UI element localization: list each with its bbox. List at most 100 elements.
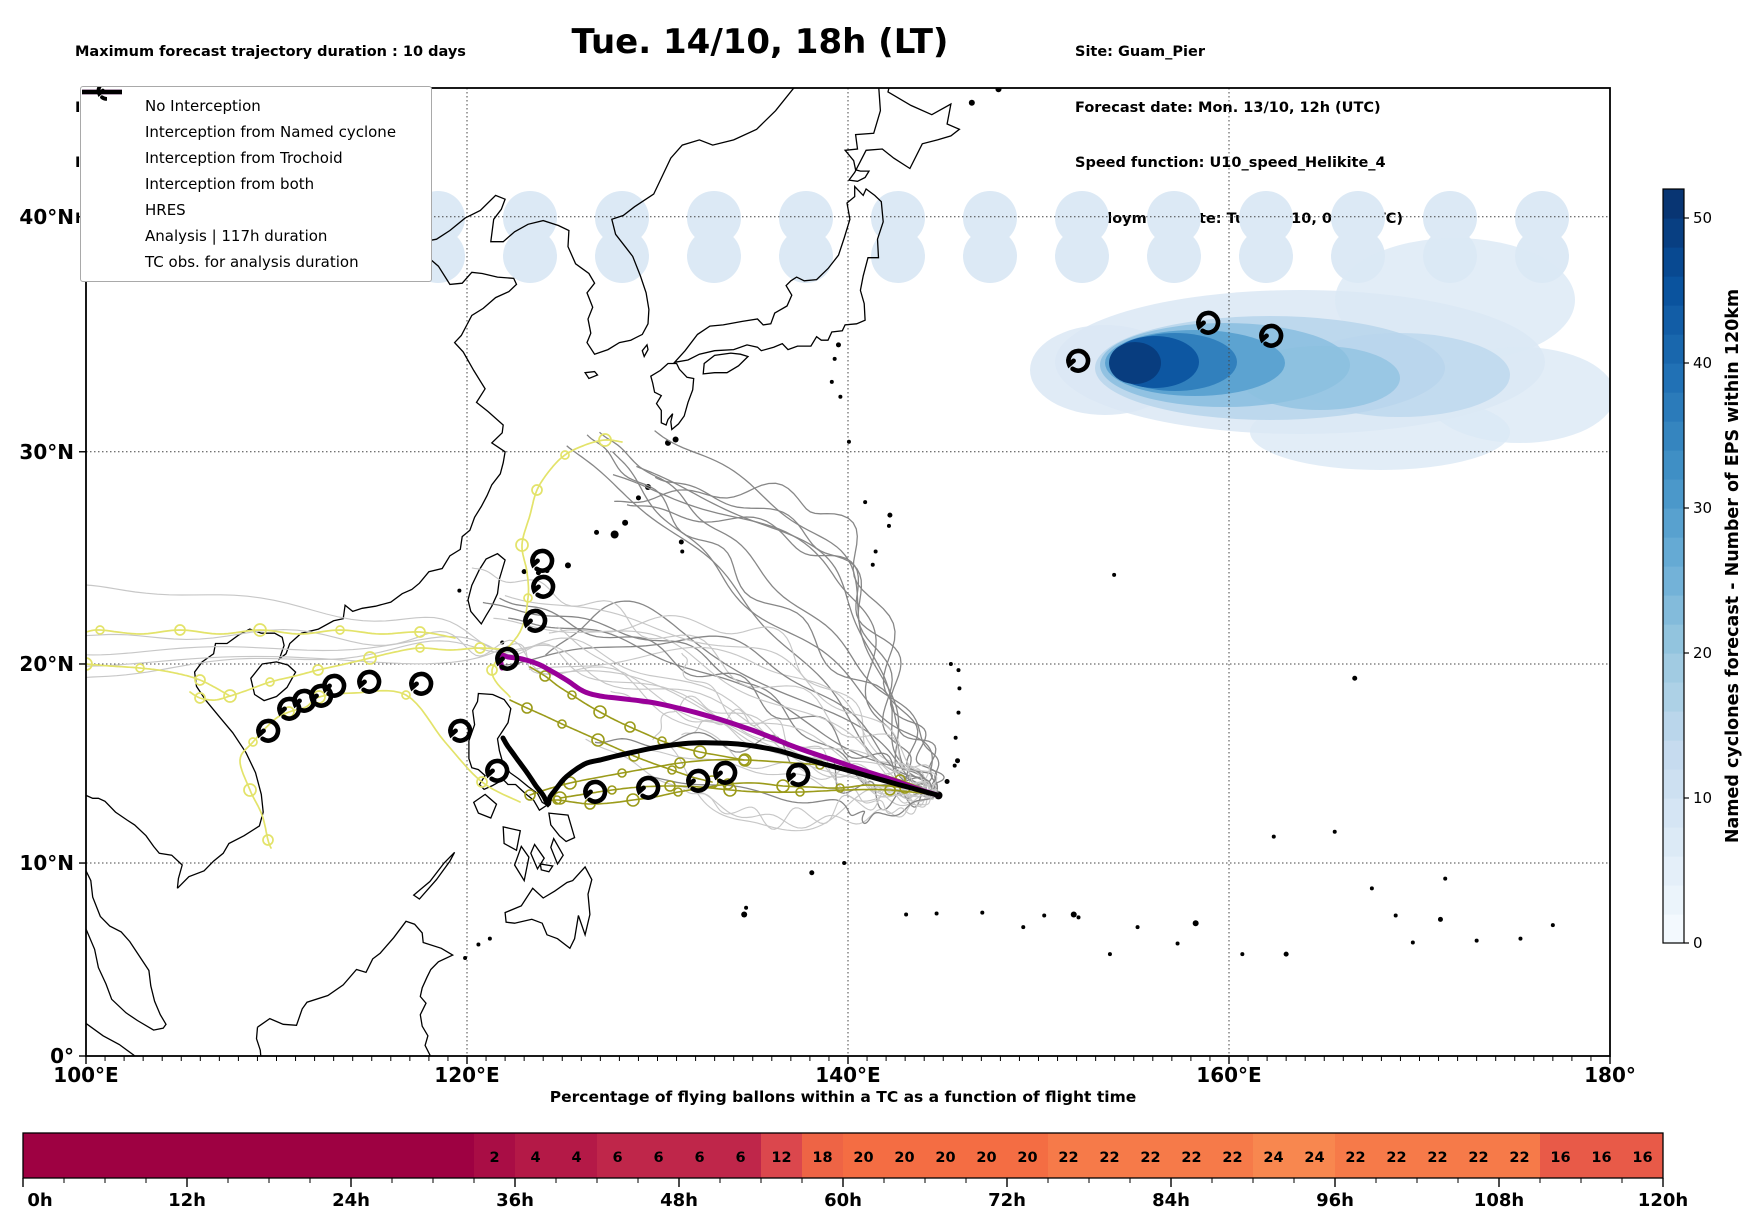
- island-dot: [870, 562, 875, 567]
- island-dot: [1410, 940, 1415, 945]
- analysis-track: [500, 735, 940, 808]
- tc-symbol: [279, 699, 299, 719]
- trochoid-loop: [835, 783, 845, 793]
- coastline: [502, 826, 522, 852]
- colorbar-step: [1663, 827, 1684, 857]
- eps-density-cell: [687, 229, 741, 283]
- percentage-cell: [843, 1133, 885, 1178]
- percentage-value: 20: [976, 1150, 996, 1166]
- trochoid-loop: [626, 793, 640, 807]
- island-dot: [829, 379, 834, 384]
- trochoid-track: [189, 647, 511, 701]
- trochoid-loop: [414, 626, 426, 638]
- coastline: [641, 343, 649, 359]
- percentage-value: 6: [653, 1150, 663, 1166]
- trochoid-loop: [607, 785, 617, 795]
- colorbar-step: [1663, 334, 1684, 364]
- percentage-value: 22: [1140, 1150, 1160, 1166]
- colorbar-step: [1663, 218, 1684, 248]
- island-dot: [957, 686, 962, 691]
- trochoid-loop: [262, 834, 274, 846]
- percentage-cell: [228, 1133, 270, 1178]
- coastline: [472, 793, 498, 819]
- colorbar-step: [1663, 247, 1684, 277]
- percentage-cell: [1335, 1133, 1377, 1178]
- island-dot: [1271, 834, 1276, 839]
- island-dot: [680, 549, 685, 554]
- coastline: [530, 843, 545, 871]
- trochoid-loop: [795, 787, 805, 797]
- ensemble-track: [471, 567, 938, 796]
- trochoid-loop: [194, 692, 206, 704]
- island-dot: [457, 588, 462, 593]
- right-colorbar: 0 10 20 30 40 50: [1662, 188, 1712, 952]
- percentage-value: 20: [894, 1150, 914, 1166]
- y-tick-label: 0°: [50, 1044, 74, 1068]
- trochoid-loop: [515, 538, 529, 552]
- trochoid-loop: [524, 789, 536, 801]
- tc-symbol: [359, 672, 379, 692]
- trochoid-loop: [884, 784, 896, 796]
- tc-symbol: [487, 761, 507, 781]
- ensemble-track: [585, 738, 938, 829]
- eps-density-cell: [1239, 191, 1293, 245]
- percentage-cell: [1171, 1133, 1213, 1178]
- island-dot: [1042, 913, 1047, 918]
- percentage-value: 22: [1222, 1150, 1242, 1166]
- island-dot: [564, 562, 571, 569]
- time-tick-label: 84h: [1152, 1190, 1190, 1211]
- x-tick-label: 160°E: [1196, 1063, 1262, 1087]
- percentage-value: 22: [1345, 1150, 1365, 1166]
- eps-density-cell: [687, 191, 741, 245]
- trochoid-loop: [591, 733, 605, 747]
- colorbar-step: [1663, 421, 1684, 451]
- trochoid-loop: [253, 623, 267, 637]
- cyclone-density-blob: [1109, 342, 1161, 384]
- page-title: Tue. 14/10, 18h (LT): [571, 22, 949, 62]
- island-dot: [1369, 886, 1374, 891]
- percentage-cell: [310, 1133, 352, 1178]
- island-dot: [1076, 915, 1081, 920]
- island-dot: [463, 955, 468, 960]
- colorbar-step: [1663, 769, 1684, 799]
- ensemble-track: [586, 434, 945, 795]
- island-dot: [1175, 941, 1180, 946]
- trochoid-loop: [415, 643, 425, 653]
- colorbar-step: [1663, 363, 1684, 393]
- colorbar-tick-label: 10: [1693, 789, 1712, 807]
- percentage-value: 16: [1550, 1150, 1570, 1166]
- percentage-value: 24: [1263, 1150, 1283, 1166]
- percentage-value: 6: [735, 1150, 745, 1166]
- trochoid-loop: [223, 689, 237, 703]
- trochoid-loop: [598, 433, 612, 447]
- island-dot: [672, 436, 679, 443]
- eps-density-cell: [503, 229, 557, 283]
- island-dot: [980, 910, 985, 915]
- percentage-cell: [105, 1133, 147, 1178]
- trochoid-loop: [363, 651, 377, 665]
- trochoid-loop: [738, 754, 750, 766]
- island-dot: [1192, 920, 1199, 927]
- colorbar-tick-label: 50: [1693, 209, 1712, 227]
- tc-symbol: [533, 577, 553, 597]
- coastline: [255, 1027, 262, 1056]
- legend-item-label: Analysis | 117h duration: [145, 227, 328, 245]
- tc-symbol: [638, 778, 658, 798]
- colorbar-step: [1663, 798, 1684, 828]
- trochoid-loop: [593, 705, 607, 719]
- legend-item-5: Analysis | 117h duration: [82, 89, 431, 249]
- legend-item-2: Interception from Trochoid: [82, 91, 431, 171]
- island-dot: [476, 942, 481, 947]
- island-dot: [1070, 911, 1077, 918]
- hres-track: [497, 651, 940, 798]
- percentage-value: 6: [612, 1150, 622, 1166]
- trochoid-loop: [673, 787, 683, 797]
- colorbar-step: [1663, 914, 1684, 944]
- island-dot: [1107, 952, 1112, 957]
- trochoid-loop: [531, 484, 543, 496]
- percentage-cell: [474, 1133, 516, 1178]
- time-tick-label: 24h: [332, 1190, 370, 1211]
- tc-symbol: [258, 721, 278, 741]
- trochoid-loop: [476, 776, 488, 788]
- trochoid-loop: [523, 593, 533, 603]
